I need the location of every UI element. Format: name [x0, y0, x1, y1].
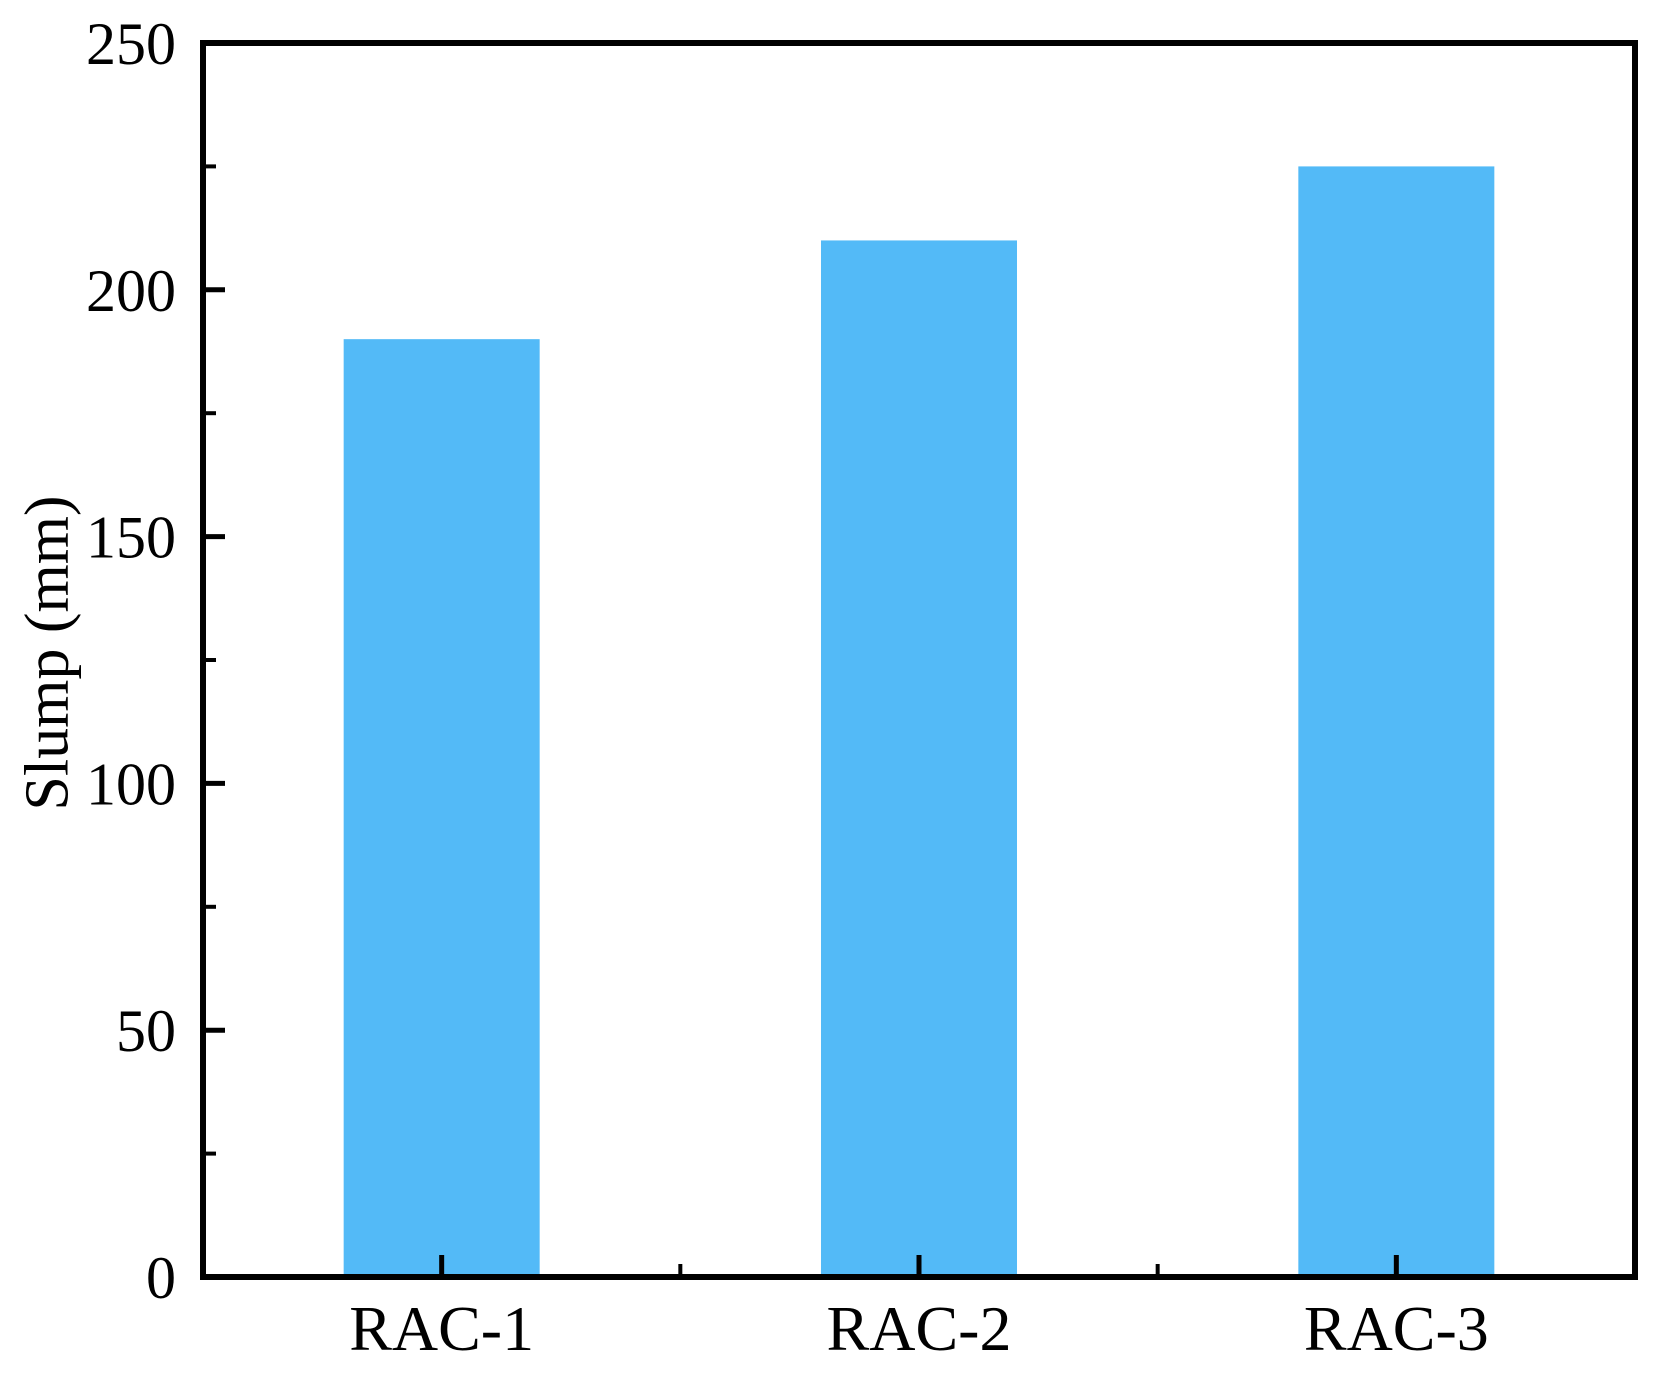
x-category-label: RAC-1: [349, 1293, 534, 1364]
y-tick-label: 250: [86, 11, 176, 77]
y-axis-title: Slump (mm): [13, 495, 82, 811]
y-tick-label: 150: [86, 505, 176, 571]
y-tick-label: 200: [86, 258, 176, 324]
bar-RAC-2: [821, 240, 1017, 1278]
x-category-label: RAC-3: [1304, 1293, 1489, 1364]
bar-RAC-1: [343, 339, 540, 1277]
y-tick-label: 0: [146, 1245, 176, 1311]
x-category-label: RAC-2: [827, 1293, 1012, 1364]
y-tick-label: 50: [116, 998, 176, 1064]
y-tick-label: 100: [86, 751, 176, 817]
bar-RAC-3: [1298, 166, 1495, 1277]
